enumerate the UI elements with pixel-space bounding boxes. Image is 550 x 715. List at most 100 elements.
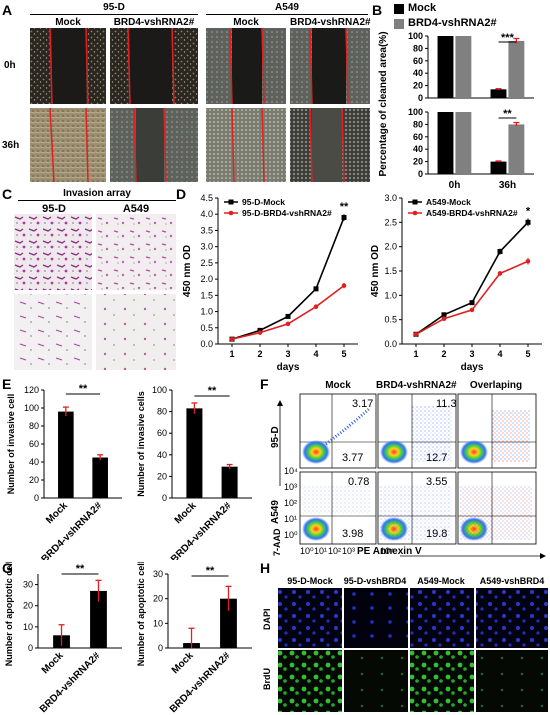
d-point [229, 336, 235, 342]
row-label-0h: 0h [4, 60, 16, 71]
d-point [469, 300, 475, 306]
fluor-brdu-95d-brd4 [344, 650, 408, 712]
micrograph-95d-mock-36h [30, 107, 106, 183]
wound-micrographs [30, 27, 370, 183]
b-sig-label: ** [503, 108, 512, 120]
d-point [497, 271, 503, 276]
fluor-dapi-95d-mock [278, 588, 342, 648]
bar-ytick-label: 80 [157, 407, 167, 417]
flow-col-overlap: Overlaping [469, 380, 523, 391]
d-xtick-label: 2 [441, 349, 446, 359]
d-xtick-label: 5 [341, 349, 346, 359]
b-xtick-label: 36h [499, 180, 516, 190]
bar-ytick-label: 40 [157, 450, 167, 460]
invasion-95d-mock [14, 214, 92, 290]
legend-swatch-mock [394, 4, 404, 14]
flow-plot-95d-mock [299, 393, 377, 469]
fluor-micrographs [278, 588, 548, 712]
b-ytick-label: 60 [413, 56, 423, 66]
bar-mock [58, 411, 74, 498]
d-point [257, 330, 263, 335]
bar-ylabel: Number of invasive cells [136, 391, 146, 497]
d-ytick-label: 2.0 [200, 274, 213, 284]
d-ylabel: 450 nm OD [182, 245, 193, 297]
panel-label-f: F [260, 376, 269, 392]
fluor-col-95d-mock: 95-D-Mock [287, 576, 333, 586]
bar-xtick-label: BRD4-vshRNA2# [169, 500, 234, 560]
b-ytick-label: 80 [413, 119, 423, 129]
b-bar-mock [437, 112, 454, 174]
bar-brd4 [90, 590, 107, 648]
d-xtick-label: 3 [469, 349, 474, 359]
b-ytick-label: 0 [418, 169, 423, 179]
micrograph-95d-mock-0h [30, 27, 106, 105]
bar-ytick-label: 40 [29, 457, 39, 467]
d-ytick-label: 4.0 [200, 209, 213, 219]
fluor-col-95d-brd4: 95-D-vshBRD4 [343, 576, 407, 586]
panel-d-chart-95d: 0.0 0.5 1.0 1.5 2.0 2.5 3.0 3.5 4.0 4.5 1 2 3 4 5 95-D-… [182, 193, 358, 373]
flow-val-95d-mock-lr: 3.77 [342, 452, 364, 464]
flow-val-a549-mock-ur: 0.78 [348, 476, 370, 488]
bar-xtick-label: Mock [40, 650, 66, 676]
d-point [441, 312, 447, 318]
col-label-mock-a549: Mock [233, 17, 259, 28]
bar-ytick-label: 0 [162, 493, 167, 503]
b-ytick-label: 20 [413, 81, 423, 91]
panel-label-d: D [176, 186, 187, 202]
flow-ytick-4: 10⁴ [284, 466, 298, 476]
panel-label-h: H [260, 560, 271, 576]
bar-ytick-label: 60 [157, 428, 167, 438]
invasion-col-95d: 95-D [42, 203, 66, 215]
d-xtick-label: 1 [413, 349, 418, 359]
d-sig-label: * [526, 205, 531, 217]
d-point [413, 331, 419, 337]
col-label-brd4-95d: BRD4-vshRNA2# [113, 17, 195, 28]
d-legend-marker [412, 210, 418, 216]
bar-ytick-label: 20 [29, 475, 39, 485]
bar-ytick-label: 0 [34, 493, 39, 503]
panel-label-a: A [2, 2, 13, 18]
micrograph-95d-brd4-0h [110, 27, 198, 105]
flow-plot-a549-mock [299, 471, 377, 545]
flow-xtick-1: 10¹ [314, 546, 328, 556]
flow-xlabel: PE Annexin V [357, 546, 422, 557]
flow-plot-95d-brd4 [377, 393, 457, 469]
fluor-row-dapi: DAPI [262, 608, 272, 630]
b-bar-brd4-vshrna2- [455, 112, 472, 174]
bar-ytick-label: 80 [29, 421, 39, 431]
bar-ylabel: Number of apoptotic cells [136, 562, 146, 666]
bar-brd4 [221, 466, 238, 498]
legend-swatch-brd4 [394, 19, 404, 29]
col-label-brd4-a549: BRD4-vshRNA2# [290, 17, 371, 28]
fluor-col-a549-brd4: A549-vshBRD4 [479, 576, 545, 586]
d-point [313, 286, 319, 292]
flow-xtick-2: 10² [328, 546, 342, 556]
d-point [313, 304, 319, 309]
d-point [341, 283, 347, 288]
d-ytick-label: 0.0 [384, 339, 397, 349]
d-point [285, 313, 291, 319]
d-ytick-label: 0.5 [384, 315, 397, 325]
d-series-line [231, 284, 345, 340]
invasion-micrographs [14, 214, 176, 370]
d-legend-label: 95-D-BRD4-vshRNA2# [242, 208, 332, 218]
panel-label-b: B [372, 2, 383, 18]
b-bar-brd4-vshrna2- [508, 40, 525, 98]
group-95d-line [30, 14, 198, 15]
d-ytick-label: 1.5 [200, 290, 213, 300]
d-point [341, 214, 347, 220]
flow-val-95d-mock-ur: 3.17 [352, 398, 374, 410]
fluor-dapi-a549-brd4 [476, 588, 548, 648]
d-ytick-label: 3.0 [384, 193, 397, 203]
bar-ytick-label: 20 [23, 601, 33, 611]
fluor-dapi-a549-mock [410, 588, 474, 648]
b-ytick-label: 20 [413, 157, 423, 167]
bar-ytick-label: 0 [158, 643, 163, 653]
group-a549-line [206, 14, 368, 15]
b-ytick-label: 40 [413, 68, 423, 78]
flow-xtick-4: 10⁴ [380, 546, 394, 556]
d-xtick-label: 1 [229, 349, 234, 359]
